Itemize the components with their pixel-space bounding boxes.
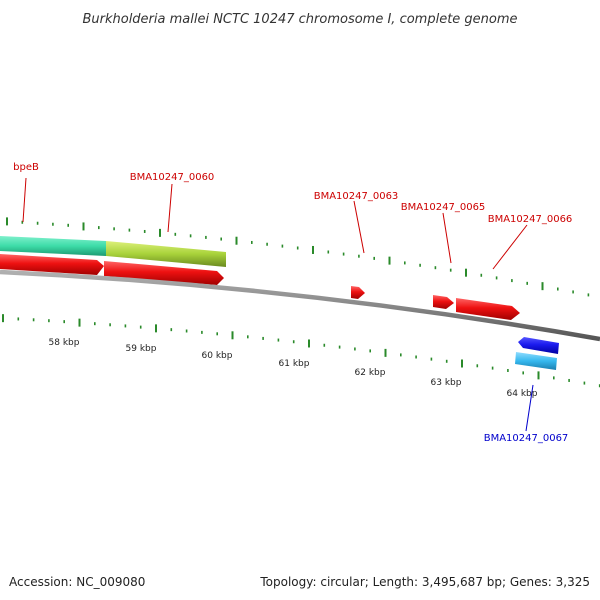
scale-label: 63 kbp <box>431 378 462 388</box>
bma10247-0065-cds-arrow[interactable] <box>433 295 454 309</box>
scale-label: 60 kbp <box>202 351 233 361</box>
accession-text: Accession: NC_009080 <box>9 575 145 589</box>
bpeb-cds-arrow[interactable] <box>0 254 104 275</box>
bma10247-0065-leader-line <box>442 212 452 264</box>
scale-label: 59 kbp <box>126 344 157 354</box>
outer-tick-row <box>6 217 590 297</box>
bma10247-0060-leader-line <box>167 183 173 233</box>
gene-label-bpeb[interactable]: bpeB <box>13 162 39 173</box>
bma10247-0067-leader-line <box>525 384 534 432</box>
genome-summary-text: Topology: circular; Length: 3,495,687 bp… <box>259 575 590 589</box>
bma10247-0067-cds-arrow[interactable] <box>518 337 559 354</box>
bma10247-0066-cds-arrow[interactable] <box>456 298 520 320</box>
gene-labels: bpeB BMA10247_0060 BMA10247_0063 BMA1024… <box>13 162 572 444</box>
feature-track-outer <box>0 236 226 267</box>
bma10247-0060-cds-arrow[interactable] <box>104 261 224 285</box>
scale-label: 58 kbp <box>49 338 80 348</box>
bma10247-0066-leader-line <box>492 224 528 270</box>
bma10247-0060-rna-feature[interactable] <box>106 241 226 267</box>
map-title: Burkholderia mallei NCTC 10247 chromosom… <box>82 12 517 27</box>
scale-label: 64 kbp <box>507 389 538 399</box>
scale-labels: 58 kbp 59 kbp 60 kbp 61 kbp 62 kbp 63 kb… <box>49 338 538 399</box>
bma10247-0063-cds-arrow[interactable] <box>351 286 365 299</box>
bpeb-leader-line <box>22 177 27 223</box>
gene-label-bma10247-0067[interactable]: BMA10247_0067 <box>484 433 569 444</box>
cds-track-forward <box>0 254 520 320</box>
scale-label: 62 kbp <box>355 368 386 378</box>
bma10247-0063-leader-line <box>353 200 365 254</box>
cds-track-reverse <box>515 337 559 370</box>
gene-label-bma10247-0066[interactable]: BMA10247_0066 <box>488 214 573 225</box>
gene-label-bma10247-0063[interactable]: BMA10247_0063 <box>314 191 399 202</box>
gene-label-bma10247-0060[interactable]: BMA10247_0060 <box>130 172 215 183</box>
scale-label: 61 kbp <box>279 359 310 369</box>
chromosome-backbone <box>0 269 600 342</box>
bma10247-0067-rna-feature[interactable] <box>515 352 557 370</box>
bpeb-rna-feature[interactable] <box>0 236 106 256</box>
gene-label-bma10247-0065[interactable]: BMA10247_0065 <box>401 202 486 213</box>
inner-tick-row <box>2 314 600 388</box>
